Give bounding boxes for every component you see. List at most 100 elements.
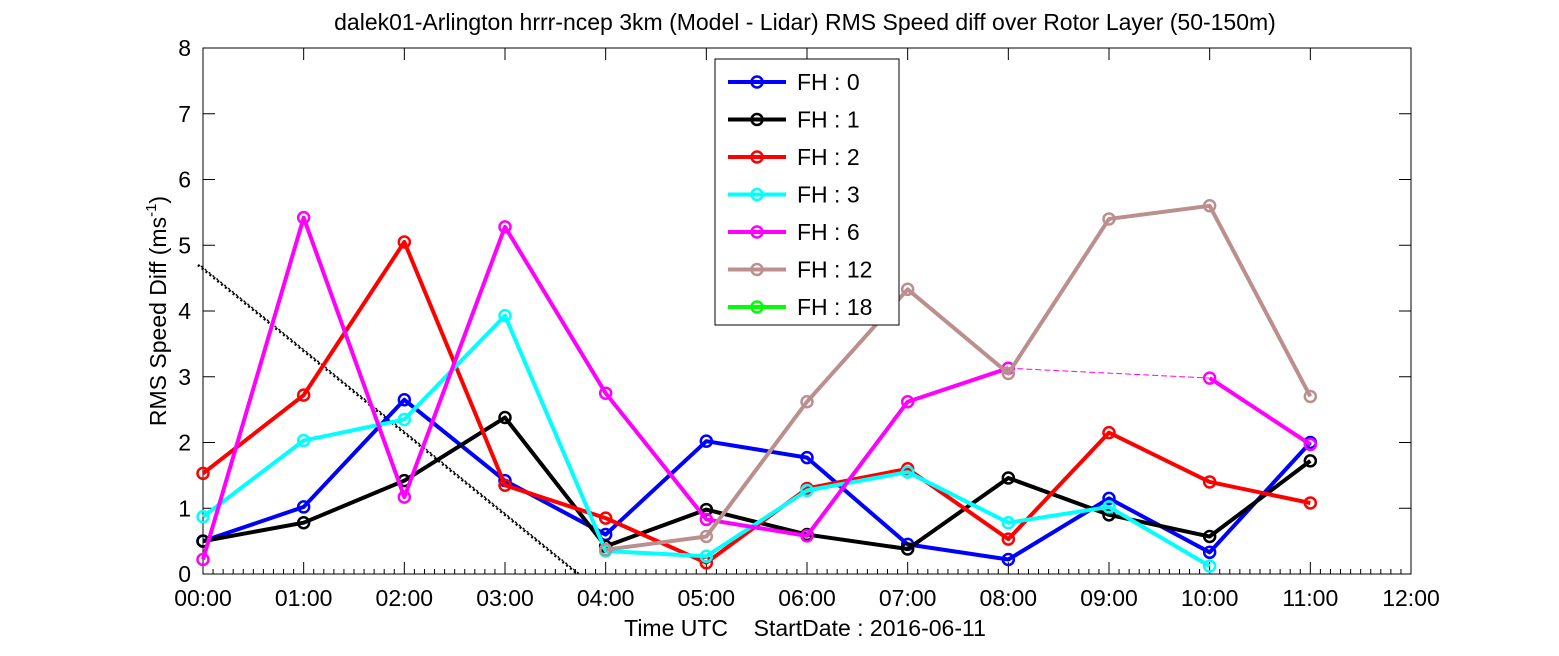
legend-entry-label: FH : 12 [797,257,872,283]
legend-swatch-marker [750,262,764,277]
series-point [296,388,311,402]
x-tick-label: 04:00 [577,585,635,611]
legend-swatch-marker [750,187,764,202]
reference-dotted-line-shadow [200,265,581,576]
series-point [498,410,512,425]
y-axis-label-end: ) [145,196,171,204]
legend-entry-label: FH : 0 [797,69,860,95]
x-tick-label: 03:00 [476,585,534,611]
x-tick-label: 09:00 [1080,585,1138,611]
series-point [196,510,210,524]
legend: FH : 0 FH : 1 FH : 2 FH : 3 FH : 6 FH : 12 FH … [714,58,900,326]
series-point [1202,199,1217,213]
legend-box [714,58,900,326]
series-point [1303,454,1318,468]
series-point [196,552,210,567]
series-point [699,512,714,527]
series-point [1202,529,1217,544]
x-tick-label: 12:00 [1382,585,1440,611]
series-point [498,308,512,323]
series-point [1303,496,1318,510]
legend-entry-label: FH : 2 [797,144,860,170]
y-tick-label: 1 [178,495,191,521]
y-tick-label: 3 [178,364,191,390]
x-axis-label: Time UTC StartDate : 2016-06-11 [624,615,986,641]
y-tick-label: 6 [178,167,191,193]
series-point [498,220,512,234]
x-tick-label: 08:00 [980,585,1038,611]
x-tick-label: 00:00 [174,585,232,611]
legend-swatch-marker [750,300,764,314]
legend-swatch-marker [750,150,764,164]
series-point [397,412,412,427]
y-tick-label: 8 [178,35,191,61]
series-point [296,433,311,448]
series-point [699,434,714,448]
x-tick-label: 01:00 [275,585,333,611]
y-axis-label-main: RMS Speed Diff (ms [145,217,171,426]
series-point [296,515,311,530]
series-gap-line [1008,367,1210,379]
y-axis-label-sup: -1 [143,204,160,217]
y-axis-ticks: 0 1 2 3 4 5 6 7 8 [178,35,1411,587]
series-line [605,203,1313,552]
series-line [201,215,1009,561]
series-layer [196,199,1318,576]
legend-entry-label: FH : 3 [797,182,860,208]
series-point [196,466,210,481]
series-line [202,397,1312,562]
series-point [598,542,613,557]
series-point [598,511,613,525]
y-tick-label: 4 [178,298,191,324]
series-point [1102,491,1116,506]
series-point [1303,437,1318,452]
series-point [397,393,412,407]
series-point [1303,389,1318,404]
series-point [900,542,915,556]
series-point [900,282,915,297]
series-point [800,450,814,465]
series-point [296,500,311,514]
series-point [498,478,512,492]
series-point [296,210,311,225]
y-axis-label: RMS Speed Diff (ms-1) [143,196,171,426]
legend-entry-label: FH : 6 [797,219,860,245]
legend-entry-label: FH : 1 [797,107,860,133]
series-point [1001,552,1016,567]
x-tick-label: 07:00 [879,585,937,611]
x-tick-label: 02:00 [376,585,434,611]
series-point [800,394,814,409]
series-point [1202,371,1217,385]
series-point [598,386,613,400]
chart-title: dalek01-Arlington hrrr-ncep 3km (Model -… [334,9,1276,35]
series-point [800,529,814,543]
series-point [1202,545,1217,560]
y-tick-label: 7 [178,101,191,127]
series-point [1001,366,1016,381]
series-6 [598,199,1318,557]
series-line [1208,376,1312,447]
legend-swatch-marker [750,112,764,127]
y-tick-label: 2 [178,430,191,456]
series-point [699,529,714,544]
series-point [1202,475,1217,489]
series-point [900,465,915,479]
series-point [1102,425,1116,440]
legend-swatch-marker [750,225,764,239]
y-tick-label: 0 [178,561,191,587]
series-point [397,235,412,249]
y-tick-label: 5 [178,232,191,258]
series-5 [1008,367,1318,452]
series-point [1001,515,1016,530]
series-point [397,490,412,504]
series-point [1102,508,1116,522]
series-line [201,313,1211,568]
x-tick-label: 11:00 [1282,585,1338,611]
x-tick-label: 10:00 [1181,585,1239,611]
series-point [1102,212,1116,226]
series-point [699,549,714,563]
reference-dotted-line [197,264,579,575]
series-point [1102,500,1116,514]
legend-entry-label: FH : 18 [797,294,872,320]
